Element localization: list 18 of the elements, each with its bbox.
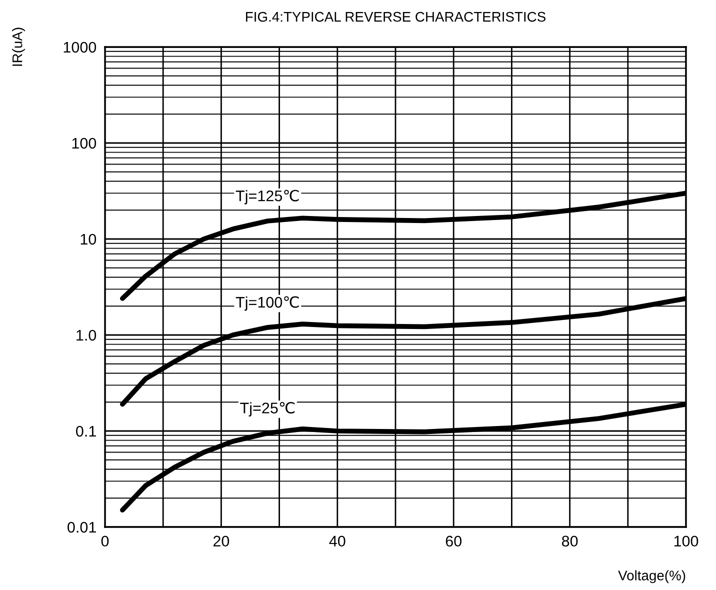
y-tick-label: 0.01 [68, 522, 96, 533]
y-tick-label: 1000 [64, 42, 96, 53]
x-tick-label: 0 [101, 536, 109, 547]
series-label: Tj=25℃ [240, 402, 295, 416]
y-tick-label: 100 [72, 138, 96, 149]
x-tick-label: 80 [562, 536, 578, 547]
y-tick-label: 10 [80, 234, 96, 245]
chart-title: FIG.4:TYPICAL REVERSE CHARACTERISTICS [246, 12, 546, 22]
x-tick-label: 60 [446, 536, 462, 547]
x-tick-label: 100 [674, 536, 698, 547]
x-axis-title: Voltage(%) [618, 570, 686, 584]
y-tick-label: 1.0 [76, 330, 96, 341]
x-tick-label: 40 [329, 536, 346, 547]
y-axis-title: IR(uA) [12, 28, 25, 66]
y-tick-label: 0.1 [76, 426, 96, 437]
x-tick-label: 20 [213, 536, 230, 547]
series-label: Tj=100℃ [236, 296, 299, 311]
series-label: Tj=125℃ [236, 190, 299, 204]
